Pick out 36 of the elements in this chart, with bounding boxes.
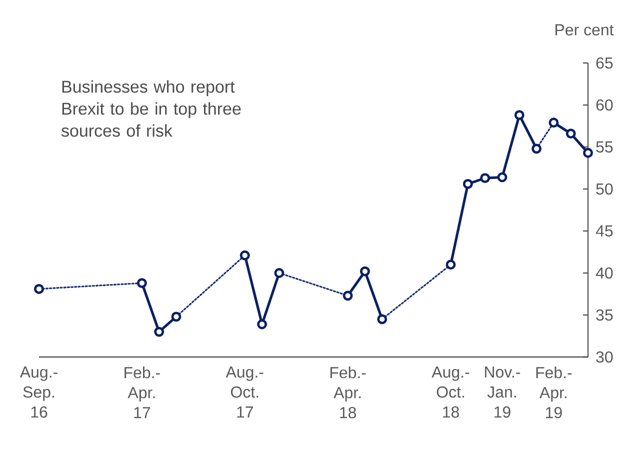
- text: Businesses who report Brexit to be in top three sources of risk: [61, 80, 241, 137]
- point: [462, 178, 473, 189]
- y-tick-label: 50: [596, 183, 613, 195]
- y-tick-label: 55: [596, 141, 613, 153]
- point: [34, 284, 44, 294]
- y-tick-label: 40: [596, 267, 613, 279]
- x-tick-label: Feb.- Apr. 18: [330, 366, 366, 418]
- y-tick-label: 30: [596, 351, 613, 363]
- point: [360, 266, 370, 276]
- y-tick-label: 45: [596, 225, 613, 237]
- x-tick-label: Feb.- Apr. 19: [536, 366, 572, 418]
- point: [274, 268, 284, 278]
- y-axis-title: Per cent: [556, 24, 614, 36]
- point: [154, 326, 164, 337]
- x-tick-label: Aug.- Sep. 16: [20, 366, 58, 418]
- point: [377, 314, 388, 324]
- point: [532, 144, 542, 154]
- x-tick-label: Feb.- Apr. 17: [124, 366, 160, 418]
- y-tick-label: 60: [596, 99, 613, 111]
- point: [514, 110, 524, 120]
- point: [446, 260, 456, 270]
- y-tick-label: 35: [596, 309, 613, 321]
- point: [566, 128, 576, 139]
- point: [548, 118, 559, 128]
- x-tick-label: Aug.- Oct. 18: [432, 366, 470, 418]
- point: [240, 250, 250, 260]
- point: [583, 148, 593, 158]
- point: [480, 173, 490, 184]
- point: [497, 172, 508, 182]
- x-tick-label: Nov.- Jan. 19: [485, 366, 520, 418]
- point: [171, 312, 182, 322]
- point: [136, 278, 147, 288]
- y-tick-label: 65: [596, 57, 613, 69]
- x-tick-label: Aug.- Oct. 17: [226, 366, 264, 418]
- point: [342, 290, 353, 301]
- point: [257, 319, 268, 330]
